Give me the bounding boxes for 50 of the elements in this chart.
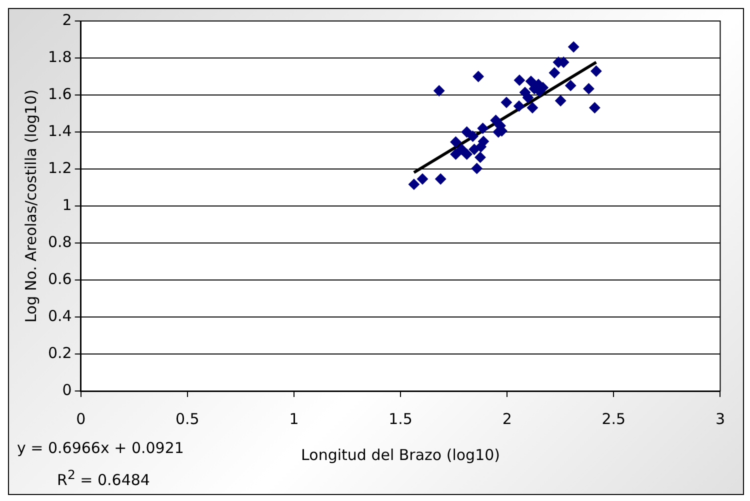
x-tick-label: 0.5 xyxy=(175,410,200,428)
y-tick-label: 1.8 xyxy=(48,48,72,66)
y-tick-label: 2 xyxy=(62,10,72,29)
point xyxy=(589,102,600,114)
point xyxy=(500,96,512,108)
point xyxy=(471,162,482,174)
y-axis-title: Log No. Areolas/costilla (log10) xyxy=(22,89,40,323)
point xyxy=(472,71,484,82)
point xyxy=(416,173,428,184)
y-tick-label: 1 xyxy=(62,196,72,214)
point xyxy=(565,80,576,92)
point xyxy=(461,148,472,160)
y-tick-label: 1.4 xyxy=(48,122,72,140)
text: y = 0.6966x + 0.0921 xyxy=(17,439,184,457)
x-tick-label: 1 xyxy=(289,410,299,428)
point xyxy=(461,126,472,138)
y-tick-label: 0.8 xyxy=(48,232,72,251)
x-tick-label: 2 xyxy=(502,410,512,428)
point xyxy=(478,136,489,147)
point xyxy=(514,74,525,86)
point xyxy=(568,41,580,52)
point xyxy=(514,100,525,112)
point xyxy=(526,102,538,114)
point xyxy=(490,114,502,126)
x-tick-label: 1.5 xyxy=(388,410,412,428)
x-tick-label: 2.5 xyxy=(602,410,626,428)
x-axis-title: Longitud del Brazo (log10) xyxy=(301,446,500,464)
y-tick-label: 0.6 xyxy=(48,270,72,288)
x-tick-label: 3 xyxy=(715,410,725,428)
y-tick-label: 1.2 xyxy=(48,158,72,177)
point xyxy=(590,66,602,77)
point xyxy=(548,67,560,78)
y-tick-label: 0.2 xyxy=(48,344,72,362)
y-tick-label: 1.6 xyxy=(48,84,72,103)
point xyxy=(450,136,462,148)
point xyxy=(467,130,478,142)
point xyxy=(474,152,486,163)
point xyxy=(525,76,536,87)
x-tick-label: 0 xyxy=(76,410,86,428)
point xyxy=(583,83,594,94)
point xyxy=(477,122,488,134)
point xyxy=(450,148,462,160)
point xyxy=(435,173,446,184)
point xyxy=(522,92,534,104)
point xyxy=(555,95,566,106)
text: R$^{2}$ = 0.6484 xyxy=(57,467,150,489)
y-tick-label: 0.4 xyxy=(48,306,72,325)
y-tick-label: 0 xyxy=(62,380,72,399)
point xyxy=(408,178,420,190)
point xyxy=(434,85,445,96)
